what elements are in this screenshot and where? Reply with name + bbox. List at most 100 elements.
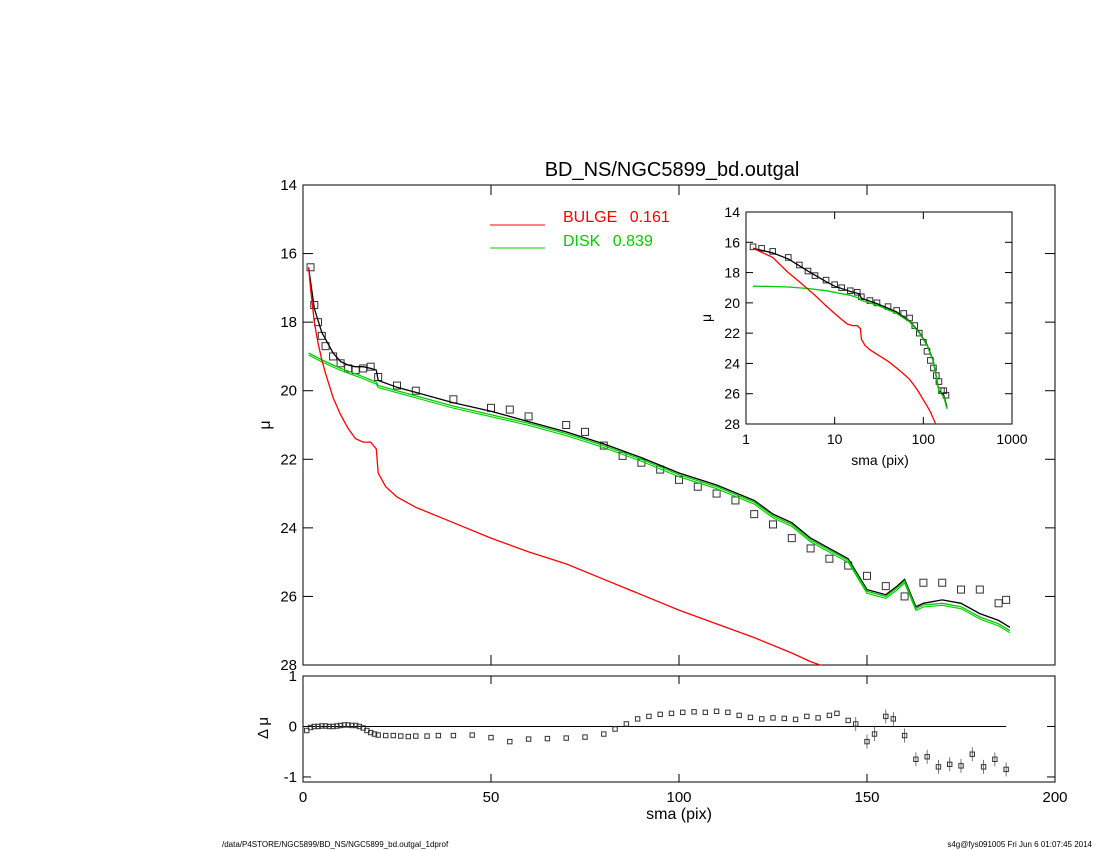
y-tick-label: 16 bbox=[724, 234, 740, 250]
data-point bbox=[758, 245, 765, 252]
main-y-axis-label: μ bbox=[257, 420, 274, 429]
data-point bbox=[634, 716, 641, 722]
y-tick-label: 28 bbox=[280, 657, 297, 674]
data-point bbox=[845, 717, 851, 724]
x-tick-label: 100 bbox=[912, 431, 936, 447]
data-point bbox=[582, 734, 588, 740]
data-point bbox=[957, 585, 965, 594]
data-point bbox=[319, 723, 325, 729]
y-tick-label: 14 bbox=[724, 204, 740, 220]
data-point bbox=[322, 723, 329, 729]
data-point bbox=[901, 732, 908, 739]
data-point bbox=[356, 723, 363, 730]
residual-x-ticks: 0 50 100 150 200 bbox=[299, 676, 1068, 806]
data-point bbox=[1002, 595, 1011, 604]
data-point bbox=[702, 709, 709, 716]
inset-x-axis-label: sma (pix) bbox=[851, 452, 909, 468]
data-point bbox=[992, 756, 998, 762]
data-point bbox=[562, 421, 571, 429]
residual-x-axis-label: sma (pix) bbox=[646, 806, 712, 823]
data-point bbox=[424, 733, 430, 739]
data-point bbox=[691, 709, 697, 715]
data-point bbox=[834, 710, 840, 717]
y-tick-label: 26 bbox=[724, 386, 740, 402]
data-point bbox=[334, 723, 340, 729]
data-point bbox=[853, 721, 859, 727]
data-point bbox=[750, 510, 759, 519]
series-line-disk-outer bbox=[308, 354, 1011, 634]
main-series bbox=[306, 263, 1011, 665]
data-point bbox=[890, 716, 897, 722]
y-tick-label: 0 bbox=[289, 718, 297, 735]
y-tick-label: 24 bbox=[724, 355, 740, 371]
data-point bbox=[646, 713, 652, 720]
y-tick-label: 22 bbox=[280, 451, 297, 468]
data-point bbox=[769, 248, 776, 255]
main-x-ticks bbox=[302, 185, 1056, 665]
data-point bbox=[668, 710, 675, 717]
y-tick-label: 14 bbox=[280, 177, 297, 194]
data-point bbox=[469, 732, 475, 738]
legend-disk-value: 0.839 bbox=[613, 233, 653, 250]
data-point bbox=[736, 712, 742, 719]
y-tick-label: 18 bbox=[280, 314, 297, 331]
data-point bbox=[969, 751, 975, 757]
data-point bbox=[507, 738, 513, 745]
data-point bbox=[935, 378, 943, 385]
data-point bbox=[913, 756, 919, 762]
x-tick-label: 150 bbox=[854, 789, 879, 806]
data-point bbox=[787, 534, 796, 543]
main-y-ticks: 14 16 18 20 22 24 26 28 bbox=[280, 177, 1055, 674]
residual-series bbox=[303, 708, 1009, 777]
data-point bbox=[525, 736, 532, 742]
data-point bbox=[915, 329, 923, 337]
data-point bbox=[947, 761, 953, 768]
data-point bbox=[883, 713, 889, 720]
data-point bbox=[958, 763, 964, 769]
series-line-bulge bbox=[752, 247, 937, 424]
y-tick-label: -1 bbox=[284, 769, 297, 786]
data-point bbox=[900, 592, 909, 601]
y-tick-label: 28 bbox=[724, 416, 740, 432]
data-point bbox=[359, 364, 368, 373]
y-tick-label: 1 bbox=[289, 668, 297, 685]
residual-y-axis-label: Δ μ bbox=[255, 717, 272, 739]
data-point bbox=[544, 735, 551, 742]
y-tick-label: 24 bbox=[280, 520, 297, 537]
data-point bbox=[505, 405, 514, 414]
data-point bbox=[806, 544, 815, 553]
data-point bbox=[488, 734, 494, 741]
legend-bulge-label: BULGE 0.161 bbox=[563, 209, 670, 226]
data-point bbox=[435, 732, 442, 739]
y-tick-label: 16 bbox=[280, 246, 297, 263]
data-point bbox=[304, 727, 310, 734]
data-point bbox=[326, 723, 333, 730]
y-tick-label: 20 bbox=[280, 383, 297, 400]
footer-right-stamp: s4g@fys091005 Fri Jun 6 01:07:45 2014 bbox=[947, 840, 1092, 849]
x-tick-label: 1000 bbox=[996, 431, 1027, 447]
data-point bbox=[411, 386, 420, 395]
data-point bbox=[919, 578, 928, 587]
data-point bbox=[398, 733, 404, 739]
data-point bbox=[804, 713, 810, 720]
data-point bbox=[994, 599, 1003, 608]
data-point bbox=[306, 263, 315, 272]
data-point bbox=[935, 764, 942, 770]
data-point bbox=[792, 716, 799, 723]
inset-y-ticks: 14 16 18 20 22 24 26 28 bbox=[724, 204, 1012, 432]
series-line-disk bbox=[308, 352, 1011, 632]
data-point bbox=[563, 735, 569, 741]
data-point bbox=[938, 578, 947, 587]
data-point bbox=[796, 261, 803, 269]
data-point bbox=[375, 732, 381, 738]
data-point bbox=[345, 722, 351, 728]
data-point bbox=[383, 732, 389, 739]
x-tick-label: 10 bbox=[827, 431, 843, 447]
data-point bbox=[413, 733, 419, 739]
inset-panel: 14 16 18 20 22 24 26 28 1 10 100 1000 μ sma (pix) bbox=[698, 204, 1028, 468]
legend-bulge-name: BULGE bbox=[563, 209, 617, 226]
data-point bbox=[450, 732, 457, 739]
data-point bbox=[349, 722, 355, 729]
chart-title: BD_NS/NGC5899_bd.outgal bbox=[545, 159, 800, 181]
y-tick-label: 20 bbox=[724, 295, 740, 311]
